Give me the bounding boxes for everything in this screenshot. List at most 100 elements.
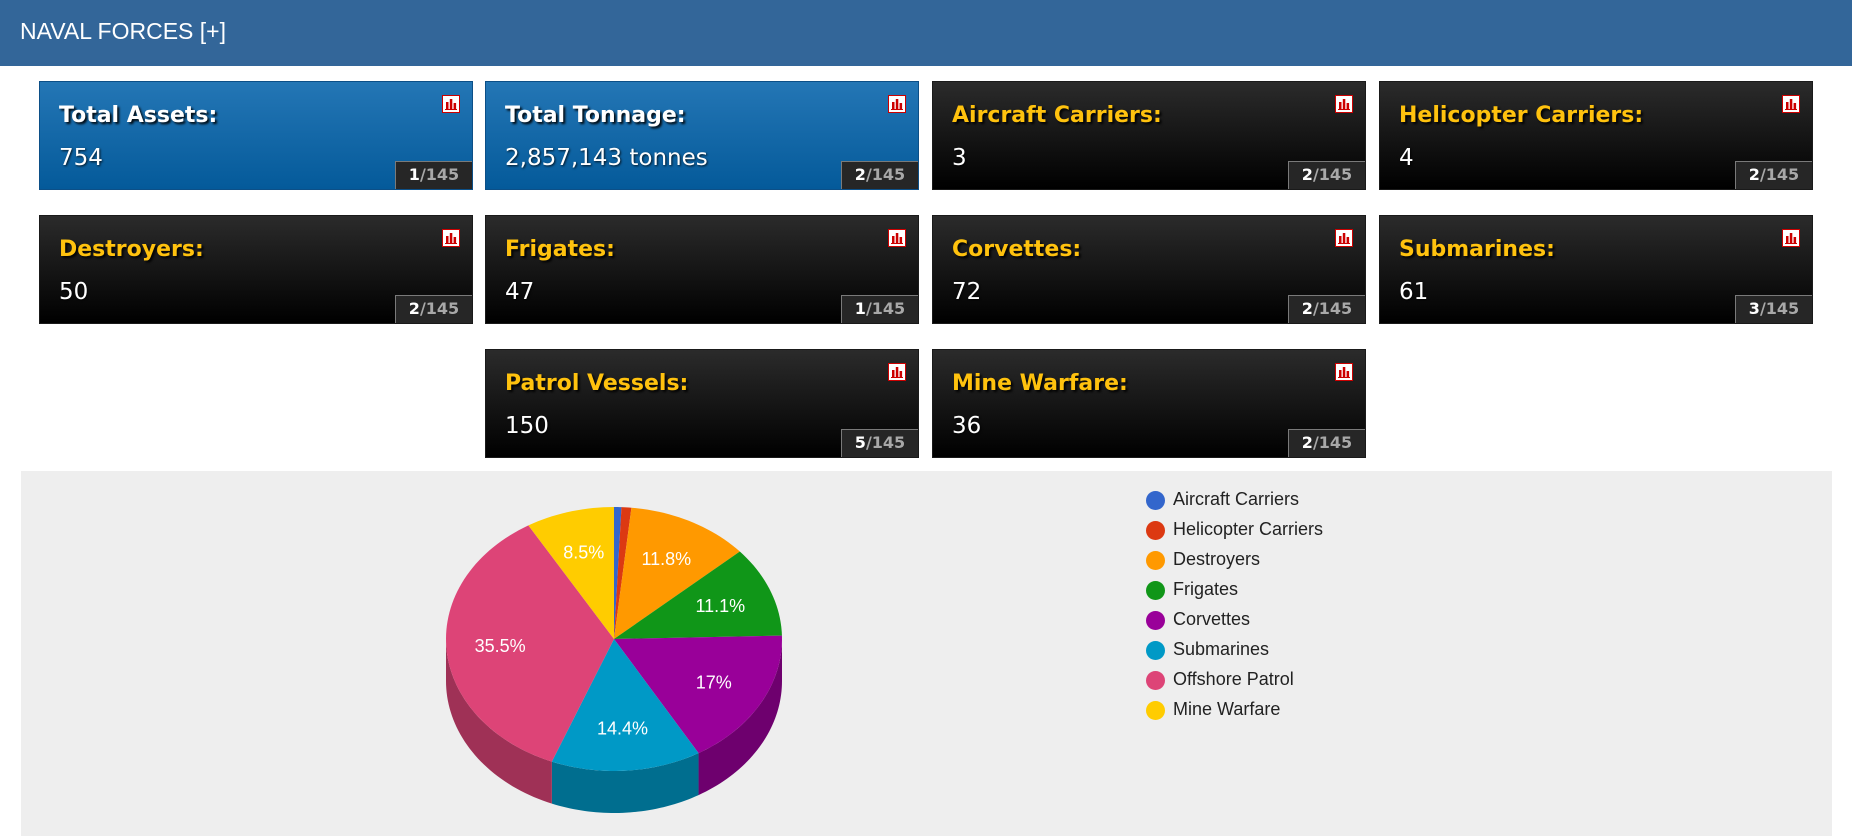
legend-label: Submarines [1173, 639, 1270, 659]
stat-label: Helicopter Carriers: [1399, 103, 1644, 128]
legend-label: Destroyers [1173, 549, 1261, 569]
rank-total: 145 [871, 433, 906, 452]
stat-label: Total Assets: [59, 103, 218, 128]
rank-badge[interactable]: 2/145 [1288, 295, 1365, 323]
stat-label: Aircraft Carriers: [952, 103, 1162, 128]
legend-label: Corvettes [1173, 609, 1251, 629]
bar-chart-icon[interactable] [888, 363, 906, 381]
rank-badge[interactable]: 2/145 [1288, 429, 1365, 457]
legend-swatch [1146, 551, 1165, 570]
stat-card-total-tonnage: Total Tonnage: 2,857,143 tonnes 2/145 [485, 81, 919, 190]
rank-badge[interactable]: 1/145 [395, 161, 472, 189]
pie-slice-offshore-patrol[interactable] [446, 525, 614, 762]
rank-badge[interactable]: 2/145 [1288, 161, 1365, 189]
pie-slice-helicopter-carriers[interactable] [614, 507, 632, 639]
rank-position: 2 [854, 165, 866, 184]
rank-total: 145 [425, 299, 460, 318]
rank-position: 2 [1301, 165, 1313, 184]
bar-chart-icon[interactable] [442, 229, 460, 247]
pie-slice-destroyers[interactable] [614, 507, 740, 639]
legend-swatch [1146, 671, 1165, 690]
rank-position: 5 [854, 433, 866, 452]
pie-data-label: 8.5% [563, 542, 604, 562]
legend-label: Helicopter Carriers [1173, 519, 1324, 539]
rank-badge[interactable]: 3/145 [1735, 295, 1812, 323]
rank-position: 1 [408, 165, 420, 184]
bar-chart-icon[interactable] [888, 229, 906, 247]
rank-badge[interactable]: 2/145 [395, 295, 472, 323]
stat-value: 72 [952, 279, 982, 305]
bar-chart-icon[interactable] [1782, 95, 1800, 113]
stat-value: 150 [505, 413, 549, 439]
rank-position: 3 [1748, 299, 1760, 318]
stat-card-corvettes: Corvettes: 72 2/145 [932, 215, 1366, 324]
legend-label: Offshore Patrol [1173, 669, 1294, 689]
stat-label: Frigates: [505, 237, 615, 262]
bar-chart-icon[interactable] [1782, 229, 1800, 247]
rank-position: 2 [1748, 165, 1760, 184]
stat-label: Destroyers: [59, 237, 204, 262]
stat-card-patrol-vessels: Patrol Vessels: 150 5/145 [485, 349, 919, 458]
stat-label: Corvettes: [952, 237, 1082, 262]
stat-label: Submarines: [1399, 237, 1555, 262]
stat-card-total-assets: Total Assets: 754 1/145 [39, 81, 473, 190]
stat-card-destroyers: Destroyers: 50 2/145 [39, 215, 473, 324]
rank-total: 145 [1318, 433, 1353, 452]
stat-card-mine-warfare: Mine Warfare: 36 2/145 [932, 349, 1366, 458]
pie-data-label: 17% [696, 673, 732, 693]
stat-card-frigates: Frigates: 47 1/145 [485, 215, 919, 324]
chart-panel: 11.8% 11.1% 17% 14.4% 35.5% 8.5% [21, 471, 1832, 836]
pie-slice-aircraft-carriers[interactable] [614, 507, 622, 639]
stat-value: 47 [505, 279, 535, 305]
stat-card-aircraft-carriers: Aircraft Carriers: 3 2/145 [932, 81, 1366, 190]
rank-total: 145 [1765, 165, 1800, 184]
stat-value: 4 [1399, 145, 1414, 171]
pie-data-label: 35.5% [475, 636, 526, 656]
stat-value: 50 [59, 279, 89, 305]
bar-chart-icon[interactable] [1335, 229, 1353, 247]
pie-slice-frigates[interactable] [614, 551, 782, 639]
rank-badge[interactable]: 5/145 [841, 429, 918, 457]
stat-label: Mine Warfare: [952, 371, 1128, 396]
stat-label: Patrol Vessels: [505, 371, 689, 396]
legend-label: Mine Warfare [1173, 699, 1281, 719]
pie-data-label: 11.1% [695, 596, 745, 616]
legend-swatch [1146, 701, 1165, 720]
pie-chart: 11.8% 11.1% 17% 14.4% 35.5% 8.5% [446, 507, 782, 813]
pie-slice-corvettes[interactable] [614, 635, 782, 754]
legend-swatch [1146, 581, 1165, 600]
rank-position: 1 [854, 299, 866, 318]
bar-chart-icon[interactable] [1335, 363, 1353, 381]
legend-label: Frigates [1173, 579, 1239, 599]
rank-total: 145 [1318, 299, 1353, 318]
header-bar: NAVAL FORCES [+] [0, 0, 1852, 66]
pie-slice-mine-warfare[interactable] [528, 507, 614, 639]
rank-badge[interactable]: 2/145 [1735, 161, 1812, 189]
legend-swatch [1146, 641, 1165, 660]
rank-total: 145 [871, 165, 906, 184]
stat-value: 3 [952, 145, 967, 171]
bar-chart-icon[interactable] [442, 95, 460, 113]
stat-value: 754 [59, 145, 103, 171]
legend-label: Aircraft Carriers [1173, 489, 1300, 509]
stat-value: 2,857,143 tonnes [505, 145, 708, 171]
rank-badge[interactable]: 2/145 [841, 161, 918, 189]
pie-side-corvettes [698, 639, 782, 796]
stat-value: 61 [1399, 279, 1429, 305]
pie-side-offshore-patrol [446, 639, 552, 804]
stat-label: Total Tonnage: [505, 103, 686, 128]
pie-slice-submarines[interactable] [551, 639, 699, 771]
rank-badge[interactable]: 1/145 [841, 295, 918, 323]
stat-card-submarines: Submarines: 61 3/145 [1379, 215, 1813, 324]
pie-data-label: 14.4% [597, 719, 648, 739]
rank-total: 145 [871, 299, 906, 318]
rank-total: 145 [425, 165, 460, 184]
section-title-toggle[interactable]: NAVAL FORCES [+] [20, 18, 226, 44]
legend-swatch [1146, 521, 1165, 540]
pie-side-submarines [551, 753, 699, 813]
rank-total: 145 [1318, 165, 1353, 184]
bar-chart-icon[interactable] [1335, 95, 1353, 113]
stat-card-helicopter-carriers: Helicopter Carriers: 4 2/145 [1379, 81, 1813, 190]
rank-position: 2 [408, 299, 420, 318]
bar-chart-icon[interactable] [888, 95, 906, 113]
